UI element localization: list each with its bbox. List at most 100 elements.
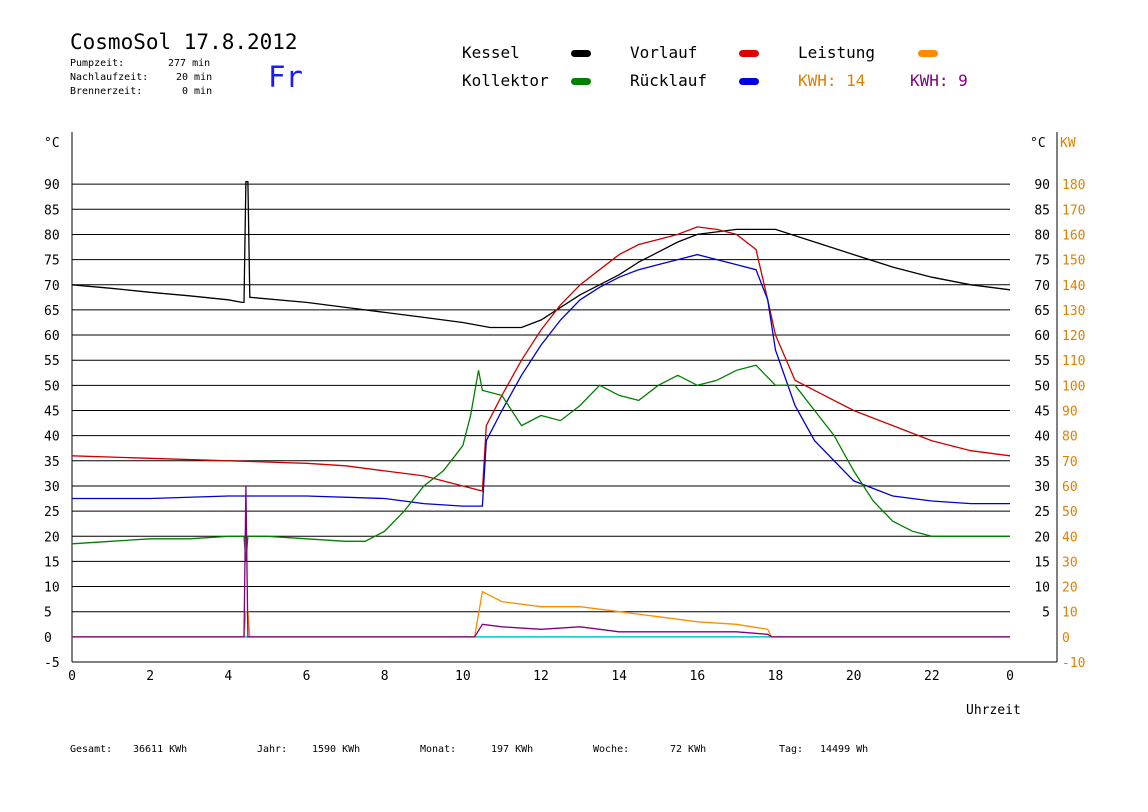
legend-kwh-total-b: KWH: 9 [910, 71, 968, 90]
y-axis-unit-left: °C [44, 136, 60, 151]
y-tick-right-50: 50 [1034, 379, 1050, 394]
footer-jahr-label: Jahr: [257, 744, 288, 755]
y-axis-unit-right-a: °C [1030, 136, 1046, 151]
y2-tick-160: 160 [1062, 228, 1085, 243]
legend-kessel-label: Kessel [462, 43, 520, 62]
y-tick-left-55: 55 [44, 354, 60, 369]
y-tick-left-35: 35 [44, 455, 60, 470]
y-tick-left-90: 90 [44, 178, 60, 193]
series-line-vorlauf [71, 226, 1011, 492]
y-tick-left-20: 20 [44, 530, 60, 545]
x-tick-2: 4 [224, 669, 232, 684]
footer-gesamt-value: 36611 KWh [133, 744, 188, 755]
y2-tick-0: 0 [1062, 631, 1070, 646]
y2-tick-120: 120 [1062, 329, 1085, 344]
y-tick-left-30: 30 [44, 480, 60, 495]
legend-ruecklauf-swatch [739, 78, 759, 85]
legend-kollektor-label: Kollektor [462, 71, 549, 90]
footer-woche-label: Woche: [593, 744, 630, 755]
series-line-kwh_b [72, 485, 1010, 638]
x-tick-0: 0 [68, 669, 76, 684]
y-tick-right-85: 85 [1034, 203, 1050, 218]
x-tick-4: 8 [381, 669, 389, 684]
legend-vorlauf-swatch [739, 50, 759, 57]
brennerzeit-value: 0 min [182, 86, 213, 97]
legend-vorlauf-label: Vorlauf [630, 43, 698, 62]
legend-kessel-swatch [571, 50, 591, 57]
y-tick-right-45: 45 [1034, 405, 1050, 420]
x-tick-3: 6 [303, 669, 311, 684]
y-tick-left--5: -5 [44, 656, 60, 671]
y2-tick--10: -10 [1062, 656, 1085, 671]
y-tick-right-10: 10 [1034, 581, 1050, 596]
x-tick-6: 12 [533, 669, 549, 684]
footer-monat-value: 197 KWh [491, 744, 534, 755]
series-line-ruecklauf [72, 253, 1010, 507]
footer-monat-label: Monat: [420, 744, 457, 755]
y-tick-right-90: 90 [1034, 178, 1050, 193]
y2-tick-180: 180 [1062, 178, 1085, 193]
y2-tick-110: 110 [1062, 354, 1085, 369]
y-axis-unit-right-b: KW [1060, 136, 1076, 151]
footer-tag-value: 14499 Wh [820, 744, 869, 755]
y-tick-left-15: 15 [44, 555, 60, 570]
nachlaufzeit-label: Nachlaufzeit: [70, 72, 149, 83]
brennerzeit-label: Brennerzeit: [70, 86, 143, 97]
pumpzeit-label: Pumpzeit: [70, 58, 125, 69]
footer-gesamt-label: Gesamt: [70, 744, 113, 755]
y2-tick-10: 10 [1062, 606, 1078, 621]
y-tick-right-55: 55 [1034, 354, 1050, 369]
y-tick-left-60: 60 [44, 329, 60, 344]
y-tick-right-35: 35 [1034, 455, 1050, 470]
series-line-leistung [72, 590, 1010, 638]
footer-jahr-value: 1590 KWh [312, 744, 361, 755]
y2-tick-150: 150 [1062, 254, 1085, 269]
x-tick-1: 2 [146, 669, 154, 684]
x-tick-7: 14 [611, 669, 627, 684]
y-tick-left-40: 40 [44, 430, 60, 445]
y2-tick-140: 140 [1062, 279, 1085, 294]
y-tick-left-70: 70 [44, 279, 60, 294]
y-tick-left-10: 10 [44, 581, 60, 596]
legend-ruecklauf-label: Rücklauf [630, 71, 708, 90]
x-tick-9: 18 [768, 669, 784, 684]
x-tick-11: 22 [924, 669, 940, 684]
chart-title: CosmoSol 17.8.2012 [70, 30, 298, 54]
series-line-kollektor [71, 364, 1010, 562]
y-tick-left-80: 80 [44, 228, 60, 243]
y-tick-right-80: 80 [1034, 228, 1050, 243]
y-tick-left-75: 75 [44, 254, 60, 269]
x-tick-8: 16 [690, 669, 706, 684]
footer-woche-value: 72 KWh [670, 744, 707, 755]
legend-kwh-total-a: KWH: 14 [798, 71, 866, 90]
x-tick-10: 20 [846, 669, 862, 684]
y-tick-right-70: 70 [1034, 279, 1050, 294]
y-tick-left-85: 85 [44, 203, 60, 218]
y2-tick-70: 70 [1062, 455, 1078, 470]
series-line-kessel [71, 180, 1011, 329]
y2-tick-170: 170 [1062, 203, 1085, 218]
y-tick-left-5: 5 [44, 606, 52, 621]
x-tick-12: 0 [1006, 669, 1014, 684]
y-tick-right-75: 75 [1034, 254, 1050, 269]
legend-kollektor-swatch [571, 78, 591, 85]
y2-tick-30: 30 [1062, 555, 1078, 570]
weekday-label: Fr [268, 60, 303, 94]
y2-tick-60: 60 [1062, 480, 1078, 495]
y-tick-left-65: 65 [44, 304, 60, 319]
y-tick-right-20: 20 [1034, 530, 1050, 545]
nachlaufzeit-value: 20 min [176, 72, 213, 83]
footer-tag-label: Tag: [779, 744, 804, 755]
y2-tick-20: 20 [1062, 581, 1078, 596]
y2-tick-100: 100 [1062, 379, 1085, 394]
legend-leistung-swatch [918, 50, 938, 57]
y-tick-left-0: 0 [44, 631, 52, 646]
y2-tick-40: 40 [1062, 530, 1078, 545]
y-tick-right-25: 25 [1034, 505, 1050, 520]
y-tick-right-30: 30 [1034, 480, 1050, 495]
pumpzeit-value: 277 min [168, 58, 211, 69]
y-tick-right-15: 15 [1034, 555, 1050, 570]
y-tick-left-50: 50 [44, 379, 60, 394]
y-tick-right-5: 5 [1042, 606, 1050, 621]
y-tick-left-25: 25 [44, 505, 60, 520]
